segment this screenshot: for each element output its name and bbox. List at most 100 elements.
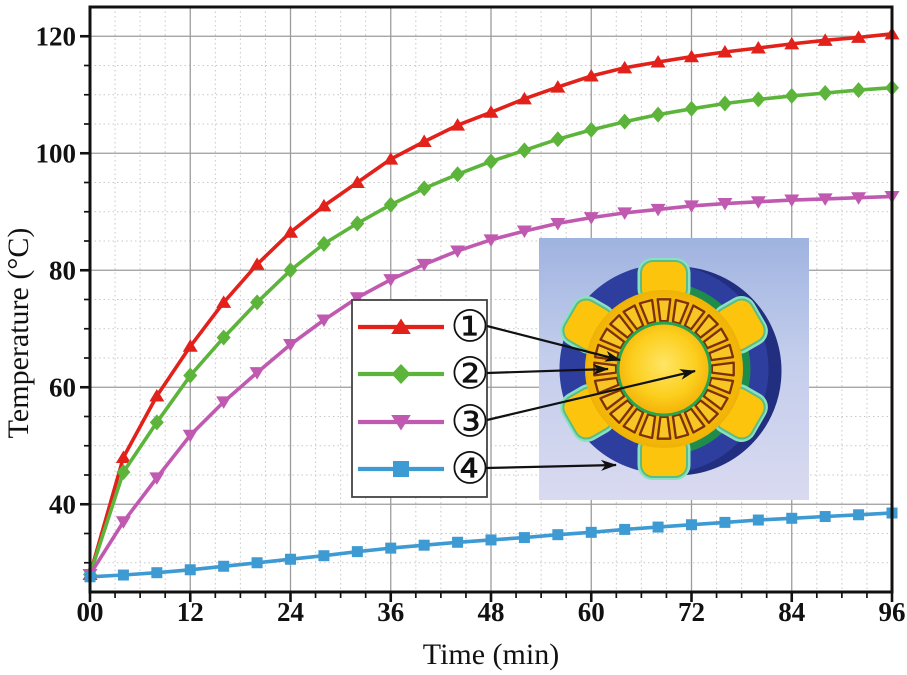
legend-marker-triangle-up-icon xyxy=(391,318,411,334)
series-layer xyxy=(82,26,900,583)
series-1 xyxy=(82,26,900,580)
series-marker xyxy=(383,274,399,287)
series-marker xyxy=(684,100,699,117)
callout-arrows xyxy=(485,324,696,471)
series-marker xyxy=(684,200,699,213)
series-marker xyxy=(550,131,565,148)
series-marker xyxy=(784,87,799,104)
series-marker xyxy=(650,54,666,68)
series-marker xyxy=(686,519,697,531)
series-marker xyxy=(818,84,833,101)
stator-slot xyxy=(683,304,706,331)
legend-marker-square-icon xyxy=(393,461,409,477)
legend-symbol-4: ④ xyxy=(450,444,489,495)
series-marker xyxy=(452,536,464,548)
stator-slot xyxy=(671,298,690,325)
stator-slot xyxy=(708,376,735,395)
series-marker xyxy=(585,526,597,538)
x-tick-label: 36 xyxy=(377,597,404,627)
series-marker xyxy=(851,30,867,43)
y-tick-label: 80 xyxy=(49,255,76,285)
x-tick-label: 96 xyxy=(879,597,906,627)
series-marker xyxy=(784,36,800,50)
series-marker xyxy=(652,521,664,533)
legend-row-3: ③ xyxy=(358,397,490,448)
series-marker xyxy=(351,546,363,558)
series-marker xyxy=(385,542,397,554)
series-marker xyxy=(619,523,631,535)
stator-slot xyxy=(694,399,719,424)
stator-slot xyxy=(708,343,735,362)
motor-thermal-inset xyxy=(539,238,809,500)
series-marker xyxy=(283,262,298,279)
series-marker xyxy=(350,215,365,232)
series-marker xyxy=(116,464,131,481)
series-marker xyxy=(184,564,196,576)
series-marker xyxy=(251,557,263,569)
series-marker xyxy=(483,234,499,247)
series-marker xyxy=(851,82,866,99)
series-marker xyxy=(650,203,666,217)
series-marker xyxy=(182,339,198,352)
x-tick-label: 12 xyxy=(177,597,204,627)
x-tick-label: 60 xyxy=(578,597,605,627)
x-axis-title: Time (min) xyxy=(423,638,559,671)
series-marker xyxy=(617,113,632,130)
series-marker xyxy=(750,40,766,54)
series-2 xyxy=(83,79,899,583)
y-tick-label: 60 xyxy=(49,372,76,402)
series-marker xyxy=(450,166,465,183)
motor-slots xyxy=(593,298,735,440)
y-tick-label: 40 xyxy=(49,489,76,519)
stator-slot xyxy=(683,407,706,434)
motor-rotor xyxy=(620,325,708,413)
series-marker xyxy=(550,217,566,231)
series-marker xyxy=(149,472,165,485)
series-marker xyxy=(283,339,298,352)
series-marker xyxy=(484,153,498,170)
series-marker xyxy=(285,553,296,565)
series-marker xyxy=(786,512,798,524)
series-marker xyxy=(250,294,265,311)
series-marker xyxy=(583,69,599,82)
series-marker xyxy=(149,414,164,431)
y-tick-label: 120 xyxy=(36,21,77,51)
series-marker xyxy=(817,193,833,206)
legend-marker-diamond-icon xyxy=(391,364,411,384)
series-marker xyxy=(851,192,867,205)
legend-symbol-1: ① xyxy=(450,302,489,353)
series-marker xyxy=(817,33,833,46)
series-marker xyxy=(550,80,566,93)
series-marker xyxy=(485,534,497,546)
arrow-2-to-stator xyxy=(486,363,609,375)
legend: ① ② ③ ④ xyxy=(351,299,490,498)
x-tick-labels: 00 12 24 36 48 60 72 84 96 xyxy=(77,597,906,627)
series-marker xyxy=(383,196,398,213)
series-marker xyxy=(751,91,766,108)
stator-slot xyxy=(622,407,645,434)
series-marker xyxy=(182,429,198,443)
series-marker xyxy=(717,95,732,112)
y-tick-label: 100 xyxy=(36,138,77,168)
series-marker xyxy=(216,329,231,346)
legend-row-4: ④ xyxy=(358,444,490,495)
x-tick-label: 48 xyxy=(478,597,505,627)
plot-border xyxy=(88,5,894,594)
series-marker xyxy=(719,516,731,528)
series-marker xyxy=(316,198,332,212)
series-marker xyxy=(819,511,831,523)
series-marker xyxy=(651,106,666,123)
stator-slot xyxy=(622,304,645,331)
series-marker xyxy=(784,194,800,208)
series-marker xyxy=(117,569,129,581)
legend-row-1: ① xyxy=(358,302,490,353)
series-marker xyxy=(218,560,230,572)
series-marker xyxy=(450,118,466,131)
series-marker xyxy=(416,134,432,148)
stator-slot xyxy=(656,298,672,323)
arrow-1-to-slots xyxy=(486,324,621,362)
series-marker xyxy=(717,45,733,58)
series-marker xyxy=(750,196,766,209)
series-marker xyxy=(316,235,331,252)
